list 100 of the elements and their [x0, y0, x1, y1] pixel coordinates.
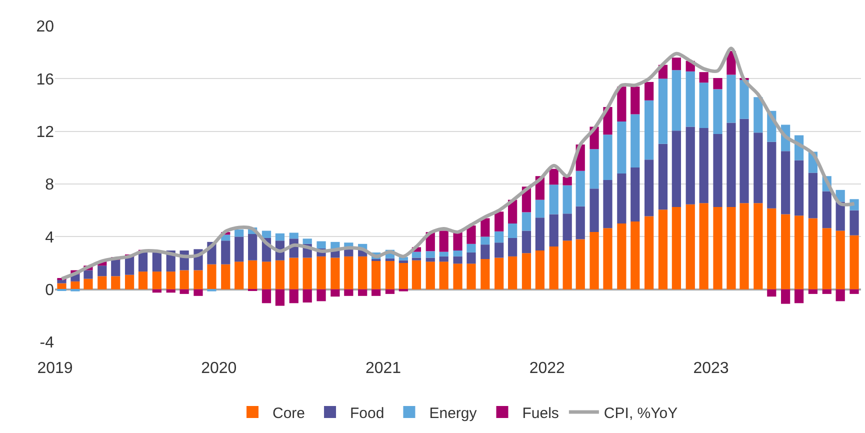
bar — [672, 130, 682, 208]
bar — [740, 203, 749, 290]
bar — [822, 191, 832, 228]
bar — [549, 246, 558, 290]
bar — [412, 260, 422, 290]
bar — [207, 264, 216, 290]
bar — [672, 58, 682, 70]
bar — [453, 250, 462, 256]
bar — [494, 258, 504, 290]
bar — [302, 238, 312, 244]
bar — [234, 262, 244, 290]
bar — [344, 289, 354, 296]
bar — [508, 224, 518, 238]
bar — [726, 207, 736, 290]
bar — [562, 240, 572, 290]
bar — [221, 264, 230, 290]
bar — [358, 256, 368, 290]
bar — [84, 270, 93, 279]
bar — [522, 253, 532, 290]
bar — [466, 225, 476, 244]
legend-label: Energy — [429, 404, 478, 422]
bar — [372, 260, 381, 290]
bar — [480, 236, 490, 245]
bar — [494, 242, 504, 258]
bar — [522, 212, 532, 231]
bar — [180, 270, 189, 290]
bar — [302, 258, 312, 290]
bar — [658, 78, 668, 144]
bar — [221, 240, 230, 264]
bar — [535, 250, 544, 290]
bar — [152, 272, 162, 290]
bar — [617, 86, 626, 122]
bar — [316, 289, 326, 302]
bar — [330, 289, 340, 297]
bar — [686, 126, 695, 204]
bar — [138, 272, 148, 290]
bar — [808, 289, 818, 294]
bar — [686, 204, 695, 290]
bar — [194, 289, 203, 296]
bar — [713, 89, 722, 134]
bar — [767, 142, 776, 208]
bar — [372, 289, 381, 296]
bar — [713, 78, 722, 90]
bar — [453, 264, 462, 290]
bar — [466, 252, 476, 264]
y-tick-label: 4 — [45, 229, 54, 246]
bar — [302, 289, 312, 302]
bar — [275, 233, 285, 241]
bar — [781, 214, 790, 290]
bar — [850, 289, 859, 294]
bar — [234, 236, 244, 262]
bar — [480, 259, 490, 290]
bar — [672, 207, 682, 290]
x-tick-label: 2023 — [693, 360, 729, 377]
bar — [754, 132, 763, 204]
bar — [603, 180, 612, 228]
bar — [672, 70, 682, 131]
bar — [822, 289, 832, 294]
y-tick-label: 0 — [45, 282, 54, 299]
bar — [754, 203, 763, 290]
bar — [426, 251, 435, 258]
bar — [576, 170, 585, 206]
bar — [180, 289, 189, 294]
bar — [330, 258, 340, 290]
bar — [262, 289, 272, 304]
bar — [549, 184, 558, 214]
bar — [808, 218, 818, 290]
bar — [98, 266, 107, 276]
bar — [508, 256, 518, 290]
bar — [535, 200, 544, 218]
bar — [385, 260, 395, 290]
bar — [316, 241, 326, 249]
bar — [836, 230, 845, 290]
y-tick-label: 12 — [36, 124, 54, 141]
bar — [412, 258, 422, 260]
bar — [850, 210, 859, 236]
bar — [644, 216, 654, 290]
bar — [617, 173, 626, 224]
bar — [699, 203, 708, 290]
legend-label: Fuels — [522, 404, 559, 422]
bar — [576, 239, 585, 290]
bar — [658, 144, 668, 210]
bar — [603, 134, 612, 180]
y-tick-label: 8 — [45, 176, 54, 194]
line-series — [60, 46, 856, 281]
legend-label: Core — [272, 404, 306, 422]
bar — [494, 212, 504, 232]
bar — [836, 289, 845, 302]
bar — [426, 258, 435, 262]
bar — [644, 160, 654, 216]
bar — [453, 256, 462, 264]
bar — [262, 230, 272, 238]
bar — [289, 258, 298, 290]
bar — [398, 263, 408, 290]
bar — [111, 276, 120, 290]
bar — [644, 100, 654, 160]
bar — [767, 208, 776, 290]
bar — [344, 256, 354, 290]
bar — [166, 289, 176, 293]
bar — [781, 289, 790, 304]
